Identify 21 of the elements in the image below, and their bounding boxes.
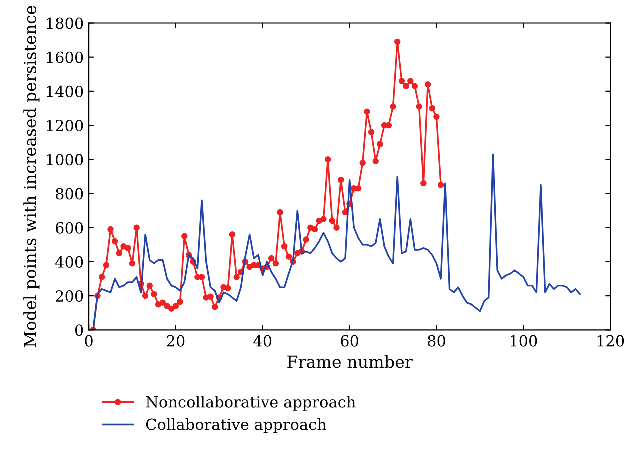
y-tick-label: 600	[56, 222, 84, 234]
x-tick-label: 120	[598, 335, 624, 347]
x-tick-label: 80	[428, 335, 446, 347]
y-tick-label: 1000	[47, 154, 84, 166]
x-tick-label: 60	[341, 335, 359, 347]
y-tick-label: 1200	[47, 120, 84, 132]
y-tick-label: 0	[75, 324, 84, 336]
x-tick-label: 0	[85, 335, 93, 347]
y-tick-label: 1800	[47, 18, 84, 30]
x-axis-title: Frame number	[288, 355, 413, 368]
x-tick-label: 20	[167, 335, 185, 347]
legend-label: Noncollaborative approach	[146, 396, 356, 411]
x-tick-label: 100	[510, 335, 538, 347]
y-tick-label: 1600	[47, 52, 84, 64]
y-tick-label: 200	[56, 290, 84, 302]
y-tick-label: 400	[55, 256, 84, 268]
legend-label: Collaborative approach	[146, 418, 327, 434]
y-tick-label: 800	[56, 188, 84, 200]
y-axis-title: Model points with increased persistence	[24, 6, 40, 348]
y-tick-label: 1400	[47, 86, 84, 98]
x-tick-label: 40	[254, 335, 272, 347]
